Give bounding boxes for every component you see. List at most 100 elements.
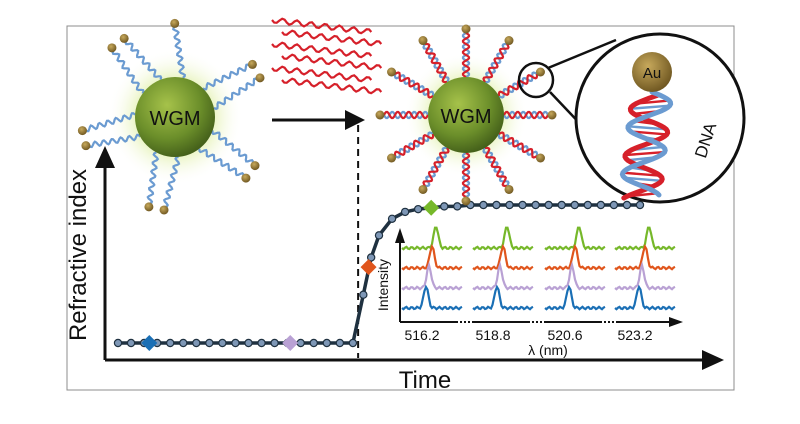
target-strand — [281, 77, 383, 95]
gold-particle — [170, 18, 180, 28]
y-axis-arrow — [95, 146, 115, 168]
gold-particle — [461, 24, 471, 34]
curve-point — [596, 200, 606, 210]
sensor-label: WGM — [440, 106, 491, 128]
spectrum-trace — [544, 261, 606, 291]
target-backbone — [621, 92, 671, 201]
y-axis-label: Refractive index — [65, 169, 92, 341]
target-strand — [271, 41, 373, 59]
target-strand — [498, 131, 538, 159]
x-axis-label: Time — [399, 367, 451, 394]
gold-particle — [504, 184, 514, 194]
probe-strand — [198, 148, 245, 177]
spectrum-trace — [614, 261, 676, 291]
curve-point — [113, 338, 123, 348]
curve-point — [205, 338, 214, 348]
probe-strand — [146, 151, 160, 205]
inset-tick-labels: 516.2 518.8 520.6 523.2 — [404, 320, 653, 343]
curve-point — [413, 204, 423, 214]
curve-point — [492, 200, 501, 210]
inset-tick-label: 523.2 — [617, 327, 652, 343]
curve-point — [387, 214, 397, 223]
target-strand — [461, 152, 471, 198]
probe-strand — [111, 49, 145, 94]
gold-particle — [547, 110, 557, 120]
curve-point — [335, 338, 345, 348]
gold-particle — [107, 43, 117, 53]
spectrum-trace — [544, 226, 606, 251]
probe-strand — [172, 25, 186, 79]
spectrum-trace — [544, 243, 606, 271]
spectrum-trace — [401, 284, 463, 311]
gold-particle — [535, 153, 545, 163]
diamond-marker — [360, 259, 377, 276]
spectrum-trace — [544, 284, 606, 311]
spectrum-trace — [401, 261, 463, 291]
curve-point — [126, 338, 136, 348]
diamond-marker — [423, 199, 440, 216]
curve-point — [635, 200, 645, 210]
gold-particle — [77, 126, 87, 136]
probe-strand — [84, 112, 136, 133]
inset-tick-label: 520.6 — [547, 327, 582, 343]
gold-nanoparticle — [632, 52, 672, 92]
sensor-label: WGM — [149, 108, 200, 130]
curve-point — [366, 253, 376, 262]
curve-point — [518, 200, 527, 210]
diamond-marker — [141, 335, 158, 351]
gold-particle — [461, 196, 471, 206]
curve-point — [583, 200, 593, 210]
figure-frame — [66, 25, 735, 391]
curve-point — [609, 200, 619, 210]
spectrum-trace — [401, 243, 463, 271]
curve-point — [453, 202, 462, 211]
curve-point — [231, 338, 240, 348]
zoom-callout: Au DNA — [517, 32, 746, 204]
probe-strand — [202, 63, 251, 91]
gold-particle — [250, 161, 260, 171]
sensor-sphere — [135, 77, 215, 157]
curve-point — [400, 207, 410, 217]
target-dna-strands — [271, 17, 383, 95]
gold-particle — [81, 141, 91, 151]
gold-particle — [418, 184, 428, 194]
curve-point — [374, 231, 384, 240]
base-pair — [628, 125, 667, 131]
target-strand — [271, 65, 373, 83]
target-strand — [394, 71, 434, 99]
probe-strand — [88, 133, 142, 149]
inset-tick-label: 516.2 — [404, 327, 439, 343]
x-axis-arrow — [702, 350, 724, 370]
target-strand — [497, 73, 539, 97]
curve-point — [544, 200, 553, 210]
spectrum-trace — [614, 284, 676, 311]
probe-strand — [211, 130, 255, 164]
target-strand — [422, 147, 450, 187]
target-strand — [383, 110, 429, 120]
spectrum-trace — [472, 284, 534, 311]
curve-point — [359, 290, 368, 299]
target-strand — [424, 42, 448, 84]
main-axes — [95, 146, 724, 370]
curve-point — [440, 202, 449, 211]
curve-point — [570, 200, 579, 210]
curve-point — [622, 200, 632, 210]
gold-label: Au — [643, 65, 661, 82]
inset-tick-label: 518.8 — [475, 327, 510, 343]
probe-backbone — [619, 89, 674, 198]
gold-particle — [144, 202, 154, 212]
base-pair — [622, 171, 661, 177]
curve-point — [348, 338, 358, 348]
curve-point — [165, 338, 175, 348]
gold-particle — [535, 67, 545, 77]
probe-strand — [124, 40, 163, 80]
curve-point — [309, 338, 318, 348]
target-strand — [281, 53, 383, 71]
curve-point — [557, 200, 566, 210]
curve-point — [479, 200, 488, 210]
curve-point — [179, 338, 188, 348]
zoom-source-circle — [517, 61, 555, 99]
spectra-inset: Intensity λ (nm) 516.2 518.8 520.6 523.2 — [375, 226, 683, 358]
inset-y-label: Intensity — [375, 259, 391, 311]
